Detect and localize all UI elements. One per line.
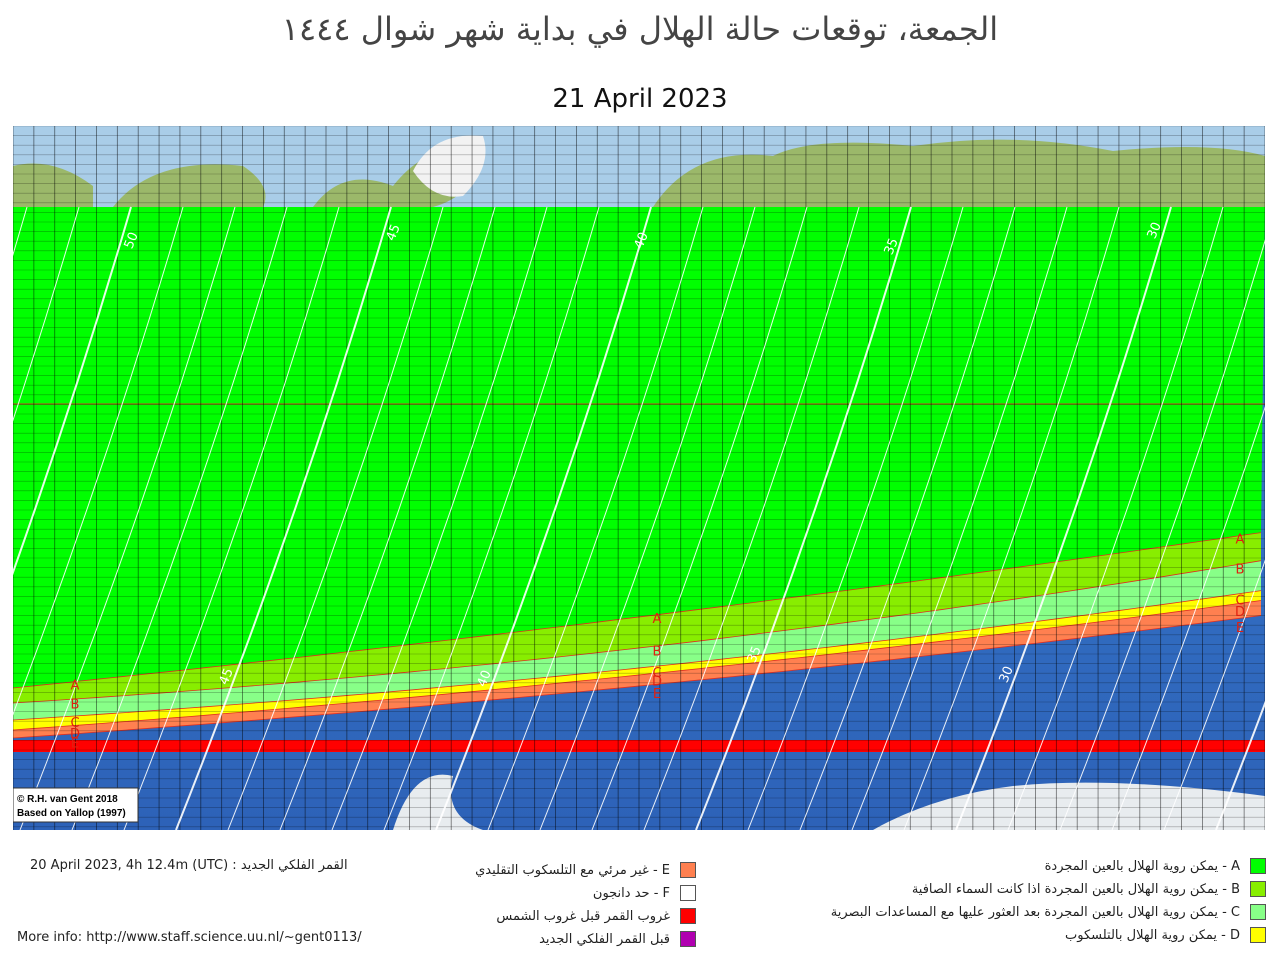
zone-label: E bbox=[1236, 621, 1244, 636]
contour bbox=[955, 206, 1172, 830]
legend-swatch bbox=[1250, 881, 1266, 897]
contour bbox=[13, 206, 184, 716]
contour bbox=[331, 206, 548, 830]
legend-label: F - حد دانجون bbox=[592, 885, 670, 901]
contour-label: 35 bbox=[882, 236, 902, 257]
greenland-ice bbox=[413, 135, 486, 197]
legend-label: E - غير مرئي مع التلسكوب التقليدي bbox=[475, 862, 670, 878]
contour-label: 40 bbox=[632, 230, 652, 251]
contour bbox=[747, 206, 964, 830]
credit: © R.H. van Gent 2018 bbox=[17, 794, 118, 805]
zone-label: C bbox=[652, 666, 661, 681]
zone-label: C bbox=[1235, 594, 1244, 609]
legend-item: F - حد دانجون bbox=[593, 885, 696, 901]
contour-label: 35 bbox=[745, 644, 765, 665]
contour-label: 30 bbox=[997, 664, 1017, 685]
legend-item: قبل القمر الفلكي الجديد bbox=[539, 931, 696, 947]
zone-label: D bbox=[1235, 605, 1245, 620]
legend-item: D - يمكن روية الهلال بالتلسكوب bbox=[1065, 927, 1266, 943]
contour-label: 30 bbox=[1145, 220, 1165, 241]
contour bbox=[799, 206, 1016, 830]
contour bbox=[13, 206, 80, 422]
legend-item: A - يمكن روية الهلال بالعين المجردة bbox=[1045, 858, 1266, 874]
credit: Based on Yallop (1997) bbox=[17, 808, 126, 819]
zone-label: A bbox=[653, 612, 662, 627]
legend-swatch bbox=[680, 931, 696, 947]
contour-label: 50 bbox=[122, 230, 142, 251]
zone-label: C bbox=[70, 716, 79, 731]
contour bbox=[1059, 239, 1265, 830]
contour bbox=[383, 206, 600, 830]
contour bbox=[695, 206, 912, 830]
contour bbox=[13, 206, 132, 576]
zone-label: A bbox=[1236, 533, 1245, 548]
contour bbox=[1215, 700, 1265, 830]
contour bbox=[1007, 206, 1224, 830]
legend-label: غروب القمر قبل غروب الشمس bbox=[496, 908, 670, 924]
zone-band bbox=[13, 532, 1261, 703]
zone-label: B bbox=[653, 644, 662, 659]
contour bbox=[435, 206, 652, 830]
legend-swatch bbox=[1250, 858, 1266, 874]
legend-swatch bbox=[680, 908, 696, 924]
legend-item: B - يمكن روية الهلال بالعين المجردة اذا … bbox=[912, 881, 1266, 897]
legend-swatch bbox=[680, 862, 696, 878]
zone-label: B bbox=[1236, 563, 1245, 578]
contour bbox=[591, 206, 808, 830]
contour bbox=[903, 206, 1120, 830]
antarctica bbox=[393, 774, 1265, 830]
zone-label: E bbox=[653, 687, 661, 702]
legend-label: B - يمكن روية الهلال بالعين المجردة اذا … bbox=[911, 881, 1240, 897]
title: الجمعة، توقعات حالة الهلال في بداية شهر … bbox=[281, 10, 999, 48]
conjunction: 20 April 2023, 4h 12.4m (UTC) : القمر ال… bbox=[30, 858, 348, 873]
contour bbox=[175, 206, 392, 830]
contour-label: 45 bbox=[217, 666, 237, 687]
zone-label: D bbox=[70, 727, 80, 742]
contour bbox=[279, 206, 496, 830]
contour bbox=[1163, 559, 1265, 830]
credit-box bbox=[13, 787, 139, 823]
legend-swatch bbox=[1250, 927, 1266, 943]
contour bbox=[19, 206, 236, 830]
contour bbox=[487, 206, 704, 830]
legend-swatch bbox=[1250, 904, 1266, 920]
contour bbox=[71, 206, 288, 830]
zone-label: A bbox=[71, 679, 80, 694]
more-info: More info: http://www.staff.science.uu.n… bbox=[17, 930, 362, 945]
contour bbox=[643, 206, 860, 830]
subtitle: 21 April 2023 bbox=[552, 84, 728, 114]
zone-boundary bbox=[13, 532, 1262, 689]
legend-label: D - يمكن روية الهلال بالتلسكوب bbox=[1065, 927, 1240, 943]
contour bbox=[123, 206, 340, 830]
zone-band bbox=[13, 560, 1261, 720]
legend-item: غروب القمر قبل غروب الشمس bbox=[496, 908, 696, 924]
contour bbox=[227, 206, 444, 830]
legend-label: A - يمكن روية الهلال بالعين المجردة bbox=[1044, 858, 1240, 874]
legend-item: E - غير مرئي مع التلسكوب التقليدي bbox=[475, 862, 696, 878]
zone-label: B bbox=[71, 698, 80, 713]
legend-swatch bbox=[680, 885, 696, 901]
zone-label: D bbox=[652, 675, 662, 690]
contour-label: 45 bbox=[384, 222, 404, 243]
zone-boundary bbox=[13, 590, 1262, 721]
legend-label: C - يمكن روية الهلال بالعين المجردة بعد … bbox=[830, 904, 1240, 920]
contour-label: 40 bbox=[475, 668, 495, 689]
zone-boundary bbox=[13, 615, 1262, 739]
legend-item: C - يمكن روية الهلال بالعين المجردة بعد … bbox=[831, 904, 1266, 920]
contour bbox=[1111, 406, 1265, 830]
zone-boundary bbox=[13, 560, 1262, 704]
contour bbox=[851, 206, 1068, 830]
legend-label: قبل القمر الفلكي الجديد bbox=[539, 931, 670, 947]
contour bbox=[539, 206, 756, 830]
zone-label: E bbox=[71, 737, 79, 752]
